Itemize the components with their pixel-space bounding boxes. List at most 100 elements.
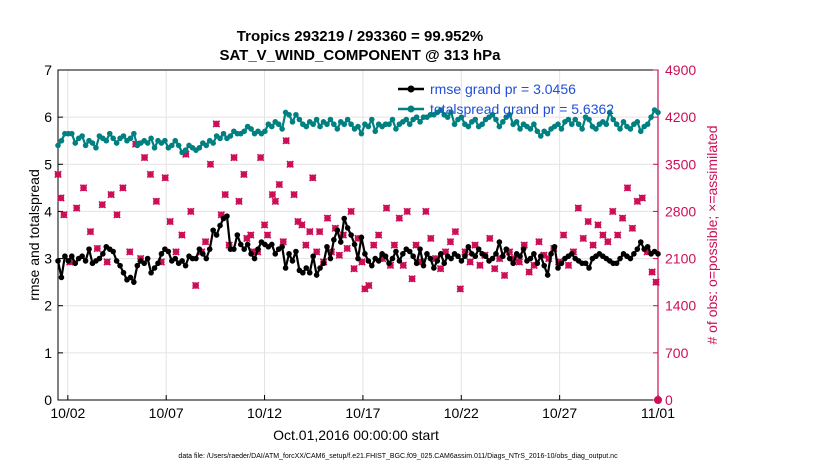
series-0-point-49 <box>224 213 230 219</box>
series-1-point-150 <box>572 116 579 123</box>
series-0-point-102 <box>406 248 413 255</box>
series-1-point-83 <box>341 121 348 128</box>
obs-point-cross-123 <box>618 214 627 222</box>
series-0-point-62 <box>268 241 275 248</box>
obs-point-cross-42 <box>260 221 269 229</box>
series-0-point-166 <box>627 255 634 262</box>
series-0-point-104 <box>413 260 420 267</box>
obs-point-cross-117 <box>589 241 597 249</box>
obs-point-64 <box>343 244 351 253</box>
series-1-point-163 <box>617 126 623 132</box>
series-1-point-154 <box>586 116 592 123</box>
series-0-point-144 <box>551 243 558 250</box>
series-1-point-164 <box>620 119 627 125</box>
obs-point-cross-54 <box>306 227 314 236</box>
series-1-point-148 <box>565 116 572 123</box>
series-1-point-133 <box>513 119 520 125</box>
right-tick-label-1: 700 <box>665 345 689 361</box>
obs-point-90 <box>456 285 465 293</box>
series-1-point-62 <box>268 123 275 130</box>
obs-point-71 <box>369 241 378 249</box>
right-tick-label-0: 0 <box>665 392 673 408</box>
series-1-point-31 <box>162 137 168 144</box>
series-0-point-128 <box>496 239 503 245</box>
series-0-point-45 <box>210 227 216 234</box>
obs-point-cross-5 <box>79 184 88 192</box>
series-0-point-40 <box>193 255 199 262</box>
series-0-point-84 <box>344 225 351 231</box>
obs-point-cross-89 <box>451 227 460 236</box>
obs-point-cross-88 <box>446 237 455 246</box>
obs-point-cross-10 <box>107 190 115 199</box>
series-1-point-45 <box>210 140 216 146</box>
series-0-point-80 <box>331 236 337 243</box>
series-1-point-68 <box>289 119 296 125</box>
series-1-point-162 <box>613 121 620 128</box>
obs-point-78 <box>399 261 408 270</box>
series-0-point-19 <box>120 269 127 276</box>
series-1-point-79 <box>327 116 334 123</box>
obs-point-49 <box>286 160 294 169</box>
series-0-point-73 <box>306 269 313 276</box>
series-0-point-51 <box>231 246 237 252</box>
series-1-point-54 <box>241 128 248 135</box>
series-1-point-10 <box>89 140 96 146</box>
series-0-point-57 <box>251 255 258 262</box>
series-0-point-134 <box>517 253 523 260</box>
series-0-point-127 <box>493 251 499 257</box>
series-1-point-34 <box>172 137 179 144</box>
obs-point-59 <box>323 214 332 222</box>
x-axis-ticks: 10/02 10/07 10/12 10/17 10/22 10/27 11/01 <box>50 395 675 421</box>
obs-point-74 <box>382 204 391 212</box>
obs-point-cross-74 <box>382 204 391 212</box>
obs-point-21 <box>166 217 174 226</box>
series-0-point-153 <box>582 260 589 267</box>
obs-point-cross-65 <box>347 207 355 216</box>
series-0-point-100 <box>400 251 406 257</box>
obs-point-cross-0 <box>54 170 62 179</box>
series-0-point-66 <box>282 265 289 271</box>
obs-point-17 <box>146 170 155 179</box>
obs-point-11 <box>113 211 121 219</box>
obs-point-55 <box>308 173 317 182</box>
chart-title-line2: SAT_V_WIND_COMPONENT @ 313 hPa <box>219 47 501 64</box>
obs-point-cross-52 <box>298 221 306 229</box>
y-axis-label-right: # of obs: o=possible; ×=assimilated <box>704 125 720 344</box>
obs-point-cross-49 <box>286 160 294 169</box>
series-0-point-137 <box>527 255 534 262</box>
obs-point-cross-125 <box>628 224 637 233</box>
series-0-point-141 <box>541 262 548 269</box>
obs-point-53 <box>302 241 310 249</box>
series-0-point-97 <box>389 255 396 262</box>
series-0-point-9 <box>86 246 92 252</box>
x-tick-label-6: 11/01 <box>641 405 675 421</box>
series-0-point-106 <box>420 262 427 269</box>
obs-point-cross-2 <box>60 211 68 219</box>
obs-point-9 <box>103 258 111 266</box>
left-tick-label-1: 1 <box>44 345 52 361</box>
series-1-point-140 <box>537 133 544 139</box>
obs-point-cross-79 <box>403 207 411 216</box>
series-0-point-81 <box>334 227 341 234</box>
obs-point-97 <box>490 264 499 273</box>
series-1-point-149 <box>568 121 575 128</box>
series-0-point-121 <box>472 253 479 260</box>
obs-point-cross-36 <box>240 170 248 179</box>
obs-point-115 <box>579 234 588 243</box>
obs-point-99 <box>500 271 509 280</box>
obs-point-cross-99 <box>500 271 509 280</box>
series-1-point-50 <box>227 133 234 139</box>
series-0-point-16 <box>110 248 116 255</box>
series-1-point-11 <box>93 144 99 151</box>
obs-point-43 <box>263 231 272 239</box>
obs-point-126 <box>633 197 642 206</box>
series-0-point-146 <box>558 260 565 267</box>
series-1-point-76 <box>317 123 323 130</box>
series-0-point-142 <box>544 272 551 278</box>
obs-point-28 <box>201 237 210 246</box>
series-0-point-99 <box>396 258 403 264</box>
series-0-point-68 <box>289 258 296 264</box>
legend-rmse-label: rmse grand pr = 3.0456 <box>430 81 576 97</box>
obs-point-cross-48 <box>282 136 290 145</box>
